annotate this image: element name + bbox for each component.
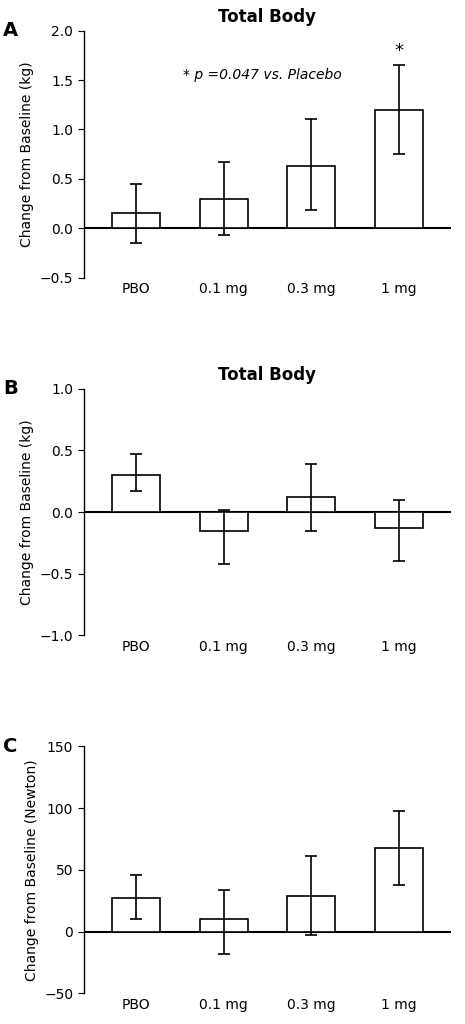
Bar	[287, 166, 335, 228]
Title: Total Body: Total Body	[219, 367, 316, 384]
Bar	[374, 512, 423, 528]
Title: Total Body: Total Body	[219, 8, 316, 27]
Bar	[112, 213, 160, 228]
Bar	[199, 920, 248, 932]
Bar	[112, 898, 160, 932]
Bar	[287, 896, 335, 932]
Text: *: *	[394, 42, 403, 60]
Y-axis label: Change from Baseline (kg): Change from Baseline (kg)	[20, 419, 34, 605]
Bar	[374, 110, 423, 228]
Text: C: C	[3, 736, 17, 756]
Text: * p =0.047 vs. Placebo: * p =0.047 vs. Placebo	[183, 68, 342, 82]
Text: B: B	[3, 379, 18, 397]
Text: A: A	[3, 20, 18, 40]
Bar	[374, 848, 423, 932]
Bar	[287, 498, 335, 512]
Y-axis label: Change from Baseline (kg): Change from Baseline (kg)	[20, 61, 34, 247]
Y-axis label: Change from Baseline (Newton): Change from Baseline (Newton)	[25, 759, 39, 981]
Bar	[112, 475, 160, 512]
Bar	[199, 512, 248, 530]
Bar	[199, 199, 248, 228]
